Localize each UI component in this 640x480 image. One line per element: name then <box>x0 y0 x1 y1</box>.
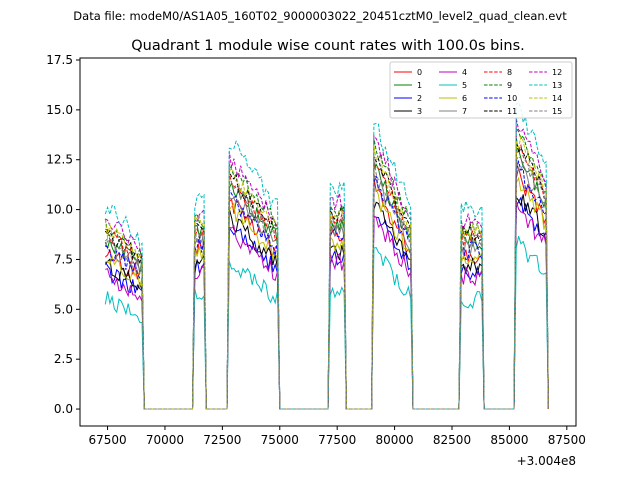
y-tick-label: 5.0 <box>54 302 73 316</box>
y-tick-label: 10.0 <box>46 203 73 217</box>
y-tick-label: 2.5 <box>54 352 73 366</box>
legend-label-8: 8 <box>507 68 512 77</box>
legend-label-10: 10 <box>507 94 517 103</box>
legend-label-5: 5 <box>462 81 467 90</box>
legend-label-0: 0 <box>417 68 422 77</box>
x-tick-label: 72500 <box>203 433 241 447</box>
y-tick-label: 7.5 <box>54 252 73 266</box>
figure-suptitle: Data file: modeM0/AS1A05_160T02_90000030… <box>73 9 567 23</box>
y-tick-label: 17.5 <box>46 53 73 67</box>
x-tick-label: 82500 <box>433 433 471 447</box>
y-tick-label: 15.0 <box>46 103 73 117</box>
legend-label-11: 11 <box>507 107 517 116</box>
x-tick-label: 85000 <box>490 433 528 447</box>
legend-label-9: 9 <box>507 81 512 90</box>
x-axis-offset-label: +3.004e8 <box>517 454 576 468</box>
series-line-15 <box>104 156 549 410</box>
legend-label-6: 6 <box>462 94 467 103</box>
legend-label-13: 13 <box>552 81 562 90</box>
axes: 67500 70000 72500 75000 77500 80000 82500 85000… <box>46 53 586 447</box>
y-tick-label: 0.0 <box>54 402 73 416</box>
legend-label-15: 15 <box>552 107 562 116</box>
legend-box <box>389 61 573 119</box>
plot-area <box>104 102 549 410</box>
legend-label-12: 12 <box>552 68 562 77</box>
x-tick-label: 67500 <box>88 433 126 447</box>
legend-label-14: 14 <box>552 94 562 103</box>
y-tick-label: 12.5 <box>46 153 73 167</box>
x-tick-label: 80000 <box>375 433 413 447</box>
x-tick-label: 77500 <box>318 433 356 447</box>
legend-label-3: 3 <box>417 107 422 116</box>
x-tick-label: 70000 <box>146 433 184 447</box>
x-tick-label: 87500 <box>548 433 586 447</box>
legend-label-2: 2 <box>417 94 422 103</box>
chart-title: Quadrant 1 module wise count rates with … <box>131 38 525 54</box>
legend-label-7: 7 <box>462 107 467 116</box>
x-tick-label: 75000 <box>261 433 299 447</box>
legend-label-4: 4 <box>462 68 467 77</box>
axes-frame <box>79 57 577 427</box>
legend-label-1: 1 <box>417 81 422 90</box>
